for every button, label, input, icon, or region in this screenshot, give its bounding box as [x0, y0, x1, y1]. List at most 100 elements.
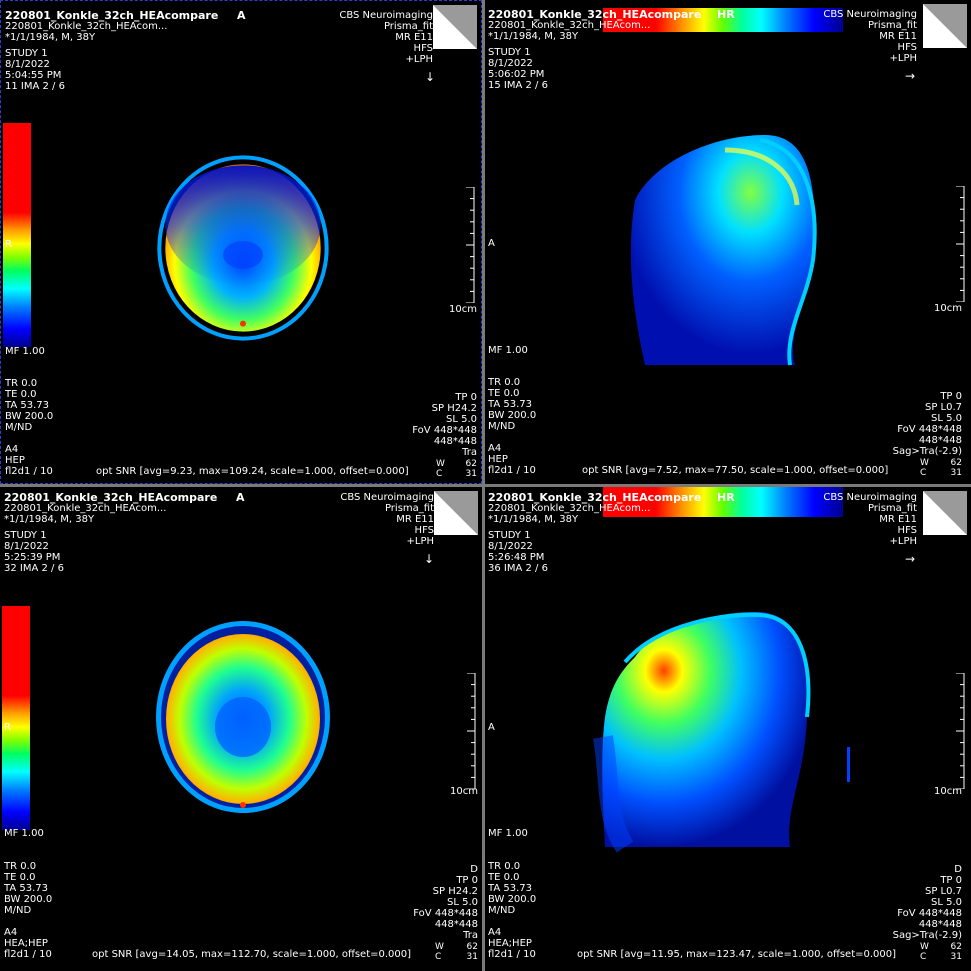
center-value: 31	[466, 952, 478, 962]
patient-info: *1/1/1984, M, 38Y	[4, 514, 95, 525]
orientation-marker: A	[236, 491, 245, 504]
center-label: C	[436, 469, 443, 479]
patient-position: HFS	[413, 43, 433, 54]
snr-readout: opt SNR [avg=14.05, max=112.70, scale=1.…	[92, 949, 412, 960]
coil-label: HEP	[488, 454, 508, 465]
study-label: STUDY 1	[488, 47, 531, 58]
tp-value: TP 0	[455, 392, 477, 403]
sequence-label: fl2d1 / 10	[488, 949, 536, 960]
scanner-model: Prisma_fit	[867, 20, 917, 31]
mri-axial-image	[156, 621, 330, 813]
sl-value: SL 5.0	[446, 897, 478, 908]
mnd-label: M/ND	[4, 905, 32, 916]
ta-value: TA 53.73	[488, 399, 532, 410]
software-version: MR E11	[396, 514, 434, 525]
matrix-value: 448*448	[918, 435, 962, 446]
a4-label: A4	[5, 444, 19, 455]
magnification-factor: MF 1.00	[5, 346, 45, 357]
study-label: STUDY 1	[488, 530, 531, 541]
software-version: MR E11	[879, 31, 917, 42]
image-number: 36 IMA 2 / 6	[488, 563, 548, 574]
fov-value: FoV 448*448	[413, 908, 478, 919]
mri-sagittal-image	[630, 135, 817, 366]
bw-value: BW 200.0	[4, 894, 53, 905]
te-value: TE 0.0	[5, 389, 37, 400]
snr-readout: opt SNR [avg=7.52, max=77.50, scale=1.00…	[582, 465, 889, 476]
plane-label: Sag>Tra(-2.9)	[892, 930, 962, 941]
acquisition-time: 5:04:55 PM	[5, 70, 62, 81]
a4-label: A4	[4, 927, 18, 938]
software-version: MR E11	[395, 32, 433, 43]
direction-code: +LPH	[889, 53, 918, 64]
snr-readout: opt SNR [avg=11.95, max=123.47, scale=1.…	[577, 949, 897, 960]
series-title: 220801_Konkle_32ch_HEAcompare	[5, 9, 219, 22]
corner-triangle-icon[interactable]	[434, 491, 478, 535]
direction-arrow-icon: →	[905, 69, 916, 83]
direction-arrow-icon: ↓	[424, 552, 435, 566]
matrix-value: 448*448	[434, 919, 478, 930]
acquisition-time: 5:26:48 PM	[488, 552, 545, 563]
viewport-bottom-right[interactable]: 220801_Konkle_32ch_HEAcompare HR 220801_…	[485, 487, 971, 971]
side-marker: R	[5, 239, 12, 250]
bw-value: BW 200.0	[488, 410, 537, 421]
study-date: 8/1/2022	[488, 541, 533, 552]
direction-arrow-icon: ↓	[425, 70, 436, 84]
ta-value: TA 53.73	[488, 883, 532, 894]
matrix-value: 448*448	[433, 436, 477, 447]
viewport-top-right[interactable]: 220801_Konkle_32ch_HEAcompare HR 220801_…	[485, 0, 971, 484]
sp-value: SP L0.7	[924, 402, 962, 413]
ta-value: TA 53.73	[5, 400, 49, 411]
matrix-value: 448*448	[918, 919, 962, 930]
institution: CBS Neuroimaging	[340, 492, 434, 503]
tr-value: TR 0.0	[5, 378, 38, 389]
coil-label: HEA;HEP	[488, 938, 532, 949]
coil-label: HEP	[5, 455, 25, 466]
magnification-factor: MF 1.00	[4, 828, 44, 839]
window-label: W	[920, 458, 929, 468]
plane-label: Sag>Tra(-2.9)	[892, 446, 962, 457]
bw-value: BW 200.0	[488, 894, 537, 905]
orientation-marker: HR	[717, 8, 735, 21]
tp-value: TP 0	[456, 875, 478, 886]
bw-value: BW 200.0	[5, 411, 54, 422]
a4-label: A4	[488, 443, 502, 454]
series-name: 220801_Konkle_32ch_HEAcom...	[4, 503, 167, 514]
te-value: TE 0.0	[4, 872, 36, 883]
plane-label: Tra	[462, 447, 477, 458]
scale-ruler	[956, 673, 965, 789]
corner-triangle-icon[interactable]	[923, 491, 967, 535]
sp-value: SP L0.7	[924, 886, 962, 897]
ruler-label: 10cm	[934, 303, 962, 314]
window-value: 62	[466, 942, 478, 952]
study-label: STUDY 1	[5, 48, 48, 59]
fov-value: FoV 448*448	[412, 425, 477, 436]
viewport-top-left[interactable]: 220801_Konkle_32ch_HEAcompare A 220801_K…	[0, 0, 482, 484]
study-date: 8/1/2022	[488, 58, 533, 69]
series-name: 220801_Konkle_32ch_HEAcom...	[488, 20, 651, 31]
series-name: 220801_Konkle_32ch_HEAcom...	[488, 503, 651, 514]
sl-value: SL 5.0	[445, 414, 477, 425]
snr-readout: opt SNR [avg=9.23, max=109.24, scale=1.0…	[96, 466, 409, 477]
viewport-divider-horizontal[interactable]	[0, 484, 971, 487]
d-marker: D	[470, 864, 478, 875]
viewport-bottom-left[interactable]: 220801_Konkle_32ch_HEAcompare A 220801_K…	[0, 487, 482, 971]
corner-triangle-icon[interactable]	[433, 5, 477, 49]
d-marker: D	[954, 864, 962, 875]
scanner-model: Prisma_fit	[383, 21, 433, 32]
study-label: STUDY 1	[4, 530, 47, 541]
corner-triangle-icon[interactable]	[923, 4, 967, 48]
direction-code: +LPH	[405, 54, 434, 65]
institution: CBS Neuroimaging	[823, 492, 917, 503]
window-label: W	[435, 942, 444, 952]
study-date: 8/1/2022	[4, 541, 49, 552]
color-scale-bar	[603, 8, 843, 32]
patient-position: HFS	[414, 525, 434, 536]
tr-value: TR 0.0	[488, 861, 521, 872]
center-label: C	[435, 952, 442, 962]
sequence-label: fl2d1 / 10	[488, 465, 536, 476]
coil-label: HEA;HEP	[4, 938, 48, 949]
center-label: C	[920, 468, 927, 478]
ruler-label: 10cm	[934, 786, 962, 797]
mnd-label: M/ND	[488, 421, 516, 432]
fov-value: FoV 448*448	[897, 424, 962, 435]
